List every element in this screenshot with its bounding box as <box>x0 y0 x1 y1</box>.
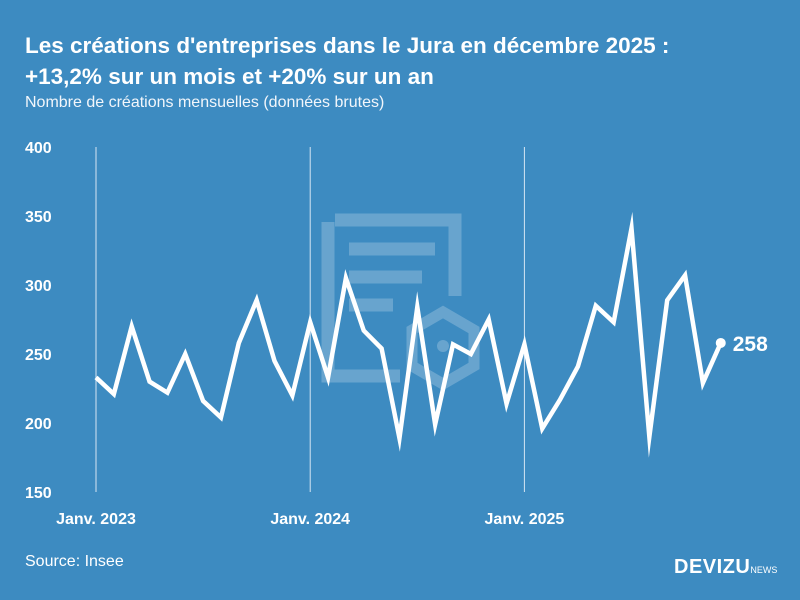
source-note: Source: Insee <box>25 553 124 570</box>
title-line-1: Les créations d'entreprises dans le Jura… <box>25 33 670 58</box>
logo-suffix: NEWS <box>750 565 778 575</box>
y-tick-label: 400 <box>25 140 52 157</box>
series-line <box>94 211 723 458</box>
x-tick-label: Janv. 2024 <box>270 511 350 528</box>
last-value-label: 258 <box>733 333 768 356</box>
y-tick-label: 200 <box>25 416 52 433</box>
chart-title: Les créations d'entreprises dans le Jura… <box>25 30 795 92</box>
logo-main: DEVIZU <box>674 556 751 578</box>
y-tick-label: 350 <box>25 209 52 226</box>
devizu-logo: DEVIZUNEWS <box>674 556 777 579</box>
watermark-logo <box>321 213 480 391</box>
x-tick-label: Janv. 2023 <box>56 511 136 528</box>
chart-subtitle: Nombre de créations mensuelles (données … <box>25 94 385 111</box>
last-point-marker <box>715 337 726 348</box>
x-tick-label: Janv. 2025 <box>485 511 565 528</box>
y-tick-label: 250 <box>25 347 52 364</box>
title-line-2: +13,2% sur un mois et +20% sur un an <box>25 64 434 89</box>
y-tick-label: 150 <box>25 485 52 502</box>
y-tick-label: 300 <box>25 278 52 295</box>
